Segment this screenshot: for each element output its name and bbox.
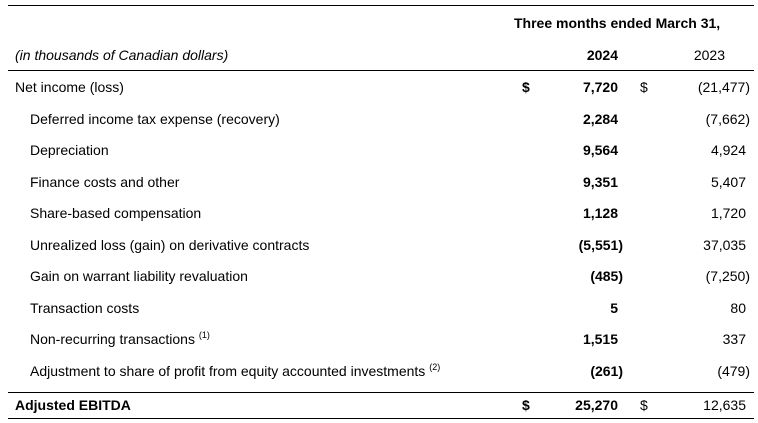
row-label-text: Gain on warrant liability revaluation (30, 268, 248, 284)
row-label-text: Non-recurring transactions (30, 331, 195, 347)
row-current-value: 1,128 (582, 205, 618, 221)
row-label-text: Deferred income tax expense (recovery) (30, 111, 280, 127)
row-current-value: 5 (610, 300, 618, 316)
row-prior-value: 4,924 (710, 142, 746, 158)
current-currency-symbol: $ (522, 79, 530, 95)
row-label: Gain on warrant liability revaluation (30, 268, 248, 285)
total-current-currency: $ (522, 397, 530, 413)
row-prior-value: (7,662) (705, 111, 750, 127)
year-current-heading: 2024 (586, 47, 618, 63)
total-top-rule (8, 392, 754, 393)
row-label-text: Transaction costs (30, 300, 140, 316)
row-current-value: (5,551) (578, 237, 623, 253)
row-label: Share-based compensation (30, 205, 201, 222)
row-label: Net income (loss) (15, 79, 124, 96)
row-prior-value: (7,250) (705, 268, 750, 284)
row-label-text: Depreciation (30, 142, 109, 158)
row-label: Finance costs and other (30, 174, 179, 191)
units-label: (in thousands of Canadian dollars) (15, 47, 229, 63)
row-current-value: 9,564 (582, 142, 618, 158)
period-heading: Three months ended March 31, (514, 15, 721, 31)
row-label: Unrealized loss (gain) on derivative con… (30, 237, 309, 254)
row-label: Deferred income tax expense (recovery) (30, 111, 280, 128)
row-prior-value: (21,477) (697, 79, 750, 95)
row-label-text: Net income (loss) (15, 79, 124, 95)
row-current-value: 9,351 (582, 174, 618, 190)
header-rule (8, 70, 754, 71)
row-label-text: Adjustment to share of profit from equit… (30, 363, 426, 379)
row-label: Transaction costs (30, 300, 139, 317)
row-prior-value: (479) (717, 363, 750, 379)
row-label: Adjustment to share of profit from equit… (30, 363, 440, 380)
row-current-value: (485) (590, 268, 623, 284)
footnote-marker: (2) (429, 362, 441, 372)
total-current-value: 25,270 (575, 397, 618, 413)
year-prior-heading: 2023 (693, 47, 725, 63)
row-current-value: 2,284 (582, 111, 618, 127)
total-prior-currency: $ (640, 397, 648, 413)
row-prior-value: 337 (722, 331, 746, 347)
row-label-text: Finance costs and other (30, 174, 180, 190)
row-label: Non-recurring transactions (1) (30, 331, 210, 348)
row-label-text: Share-based compensation (30, 205, 202, 221)
row-prior-value: 5,407 (710, 174, 746, 190)
row-prior-value: 37,035 (703, 237, 746, 253)
bottom-rule (8, 418, 754, 419)
row-current-value: (261) (590, 363, 623, 379)
footnote-marker: (1) (198, 330, 210, 340)
prior-currency-symbol: $ (640, 79, 648, 95)
top-rule (8, 5, 754, 6)
total-label: Adjusted EBITDA (15, 397, 131, 413)
row-current-value: 1,515 (582, 331, 618, 347)
row-label: Depreciation (30, 142, 109, 159)
total-prior-value: 12,635 (703, 397, 746, 413)
row-label-text: Unrealized loss (gain) on derivative con… (30, 237, 310, 253)
row-prior-value: 1,720 (710, 205, 746, 221)
row-current-value: 7,720 (582, 79, 618, 95)
row-prior-value: 80 (730, 300, 746, 316)
